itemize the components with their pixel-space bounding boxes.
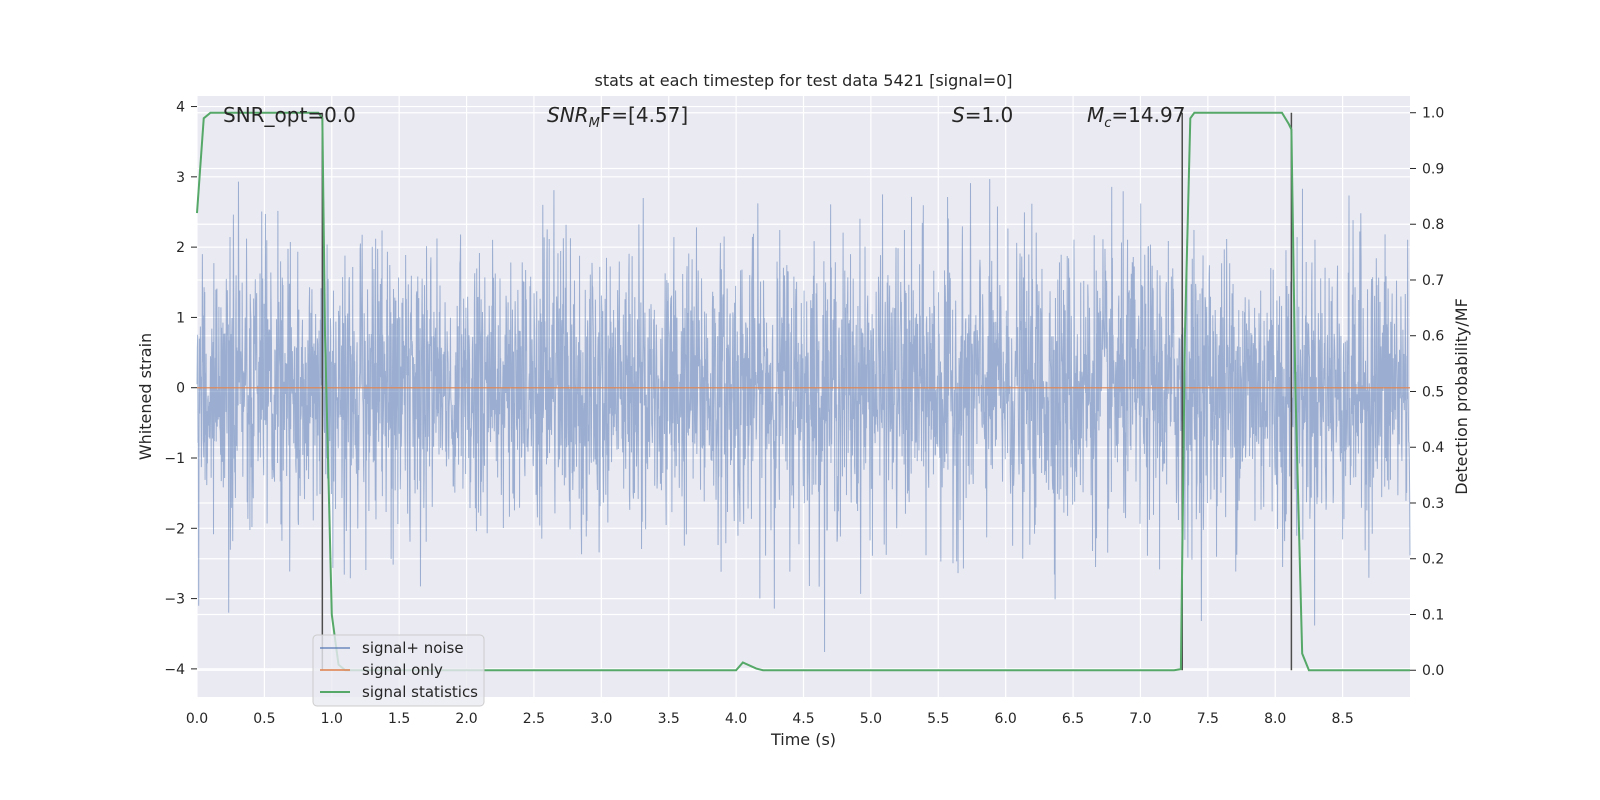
series-signal-noise: [196, 179, 1411, 652]
y2-tick-labels: 1.0 0.9 0.8 0.7 0.6 0.5 0.4 0.3 0.2 0.1 0.0: [1410, 106, 1444, 679]
x-tick-label: 5.5: [927, 711, 949, 727]
legend-entry-signal-statistics: signal statistics: [362, 683, 478, 701]
x-tick-label: 3.0: [590, 711, 612, 727]
y-tick-label: 1: [176, 310, 185, 326]
series-signal-statistics: [196, 111, 1410, 672]
annotation-mc-value: =14.97: [1111, 103, 1185, 127]
x-tick-label: 8.0: [1264, 711, 1286, 727]
x-tick-label: 6.5: [1062, 711, 1084, 727]
x-tick-label: 8.5: [1331, 711, 1353, 727]
statistics-line: [196, 111, 1410, 672]
y-tick-label: −1: [164, 451, 185, 467]
x-tick-label: 1.0: [321, 711, 343, 727]
annotation-snr-opt: SNR_opt=0.0: [223, 103, 356, 127]
legend-box: [312, 634, 485, 707]
annotation-snr-mf: SNRMF=[4.57]: [547, 103, 688, 131]
annotation-snr-mf-value: F=[4.57]: [600, 103, 688, 127]
y-tick-labels: 4 3 2 1 0 −1 −2 −3 −4: [164, 100, 197, 678]
annotation-s: S=1.0: [952, 103, 1013, 127]
legend: signal+ noise signal only signal statist…: [312, 634, 485, 707]
x-tick-label: 2.0: [455, 711, 477, 727]
y2-tick-label: 0.9: [1422, 161, 1444, 177]
x-tick-label: 0.0: [186, 711, 208, 727]
y-tick-label: −4: [164, 662, 185, 678]
x-tick-label: 2.5: [523, 711, 545, 727]
x-tick-label: 4.5: [792, 711, 814, 727]
annotation-snr-mf-symbol: SNR: [547, 103, 589, 127]
legend-entry-signal-only: signal only: [362, 661, 443, 679]
x-tick-label: 7.5: [1197, 711, 1219, 727]
y-tick-label: −2: [164, 521, 185, 537]
y2-tick-label: 0.7: [1422, 273, 1444, 289]
y2-tick-label: 0.3: [1422, 496, 1444, 512]
x-axis-label: Time (s): [770, 730, 836, 749]
y2-tick-label: 0.1: [1422, 607, 1444, 623]
y2-tick-label: 0.6: [1422, 329, 1444, 345]
y2-tick-label: 0.2: [1422, 552, 1444, 568]
y2-axis-label: Detection probability/MF: [1452, 298, 1471, 495]
annotation-mc-symbol: M: [1087, 103, 1104, 127]
y-tick-label: −3: [164, 592, 185, 608]
annotation-s-symbol: S: [952, 103, 965, 127]
y2-tick-label: 1.0: [1422, 106, 1444, 122]
chart-title: stats at each timestep for test data 542…: [594, 71, 1012, 90]
y-tick-label: 4: [176, 100, 185, 116]
annotation-snr-mf-subscript: M: [589, 116, 600, 131]
x-tick-label: 3.5: [658, 711, 680, 727]
x-tick-label: 7.0: [1129, 711, 1151, 727]
y-axis-label: Whitened strain: [136, 333, 155, 460]
y2-tick-label: 0.0: [1422, 663, 1444, 679]
annotation-s-value: =1.0: [965, 103, 1014, 127]
x-tick-label: 1.5: [388, 711, 410, 727]
y2-tick-label: 0.5: [1422, 384, 1444, 400]
annotation-mc: Mc=14.97: [1087, 103, 1185, 131]
noise-line: [196, 179, 1411, 652]
x-tick-label: 0.5: [253, 711, 275, 727]
y-tick-label: 0: [176, 381, 185, 397]
x-tick-label: 4.0: [725, 711, 747, 727]
y2-tick-label: 0.4: [1422, 440, 1444, 456]
x-tick-labels: 0.0 0.5 1.0 1.5 2.0 2.5 3.0 3.5 4.0 4.5 5.0 5.5 6.0 6…: [186, 711, 1354, 727]
x-tick-label: 5.0: [860, 711, 882, 727]
x-tick-label: 6.0: [995, 711, 1017, 727]
y-tick-label: 3: [176, 170, 185, 186]
y2-tick-label: 0.8: [1422, 217, 1444, 233]
annotation-mc-subscript: c: [1104, 116, 1111, 131]
legend-entry-signal-noise: signal+ noise: [362, 639, 464, 657]
y-tick-label: 2: [176, 240, 185, 256]
